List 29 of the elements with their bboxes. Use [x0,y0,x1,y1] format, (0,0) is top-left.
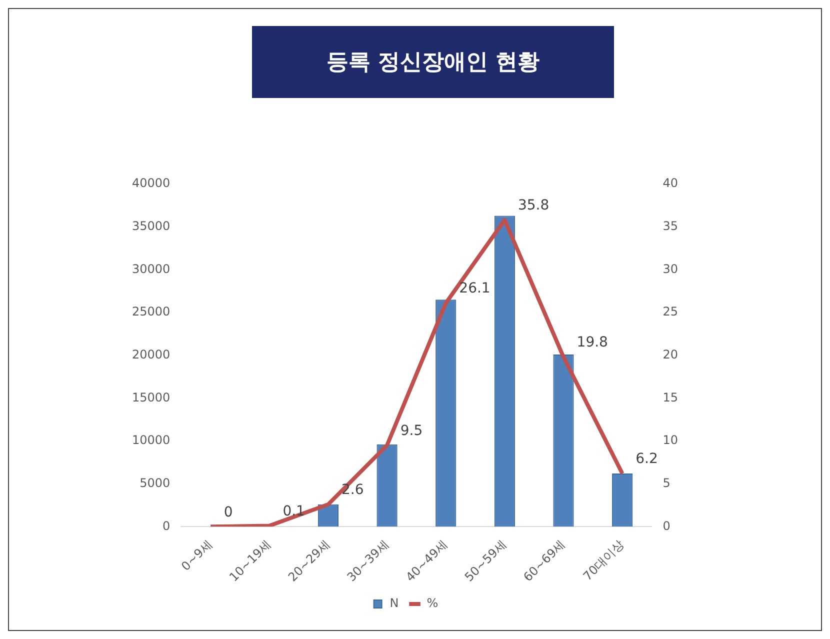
y2-tick-label: 35 [662,218,678,233]
y-tick-label: 20000 [132,347,170,362]
data-label: 2.6 [342,482,364,498]
y2-tick-label: 15 [662,390,678,404]
y-tick-label: 30000 [132,262,170,276]
y2-tick-label: 30 [662,262,678,276]
y2-tick-label: 25 [662,304,678,319]
y-tick-label: 35000 [132,218,170,233]
data-label: 0 [224,504,233,520]
chart-title: 등록 정신장애인 현황 [252,26,614,98]
y2-tick-label: 5 [662,476,670,490]
y2-tick-label: 0 [662,518,670,533]
legend-label: N [390,596,399,610]
data-label: 0.1 [282,503,305,520]
y-tick-label: 15000 [132,390,170,404]
y-tick-label: 25000 [132,304,170,319]
y2-tick-label: 40 [662,176,678,190]
y2-tick-label: 20 [662,347,678,362]
legend-label: % [426,596,438,610]
data-label: 6.2 [636,451,658,468]
data-label: 35.8 [518,198,550,214]
y-tick-label: 5000 [140,476,170,490]
y2-tick-label: 10 [662,433,678,448]
y-tick-label: 10000 [132,433,170,448]
y-tick-label: 0 [162,518,170,533]
data-label: 19.8 [576,334,608,351]
data-label: 26.1 [459,280,490,297]
data-label: 9.5 [400,422,423,439]
y-tick-label: 40000 [132,176,170,190]
